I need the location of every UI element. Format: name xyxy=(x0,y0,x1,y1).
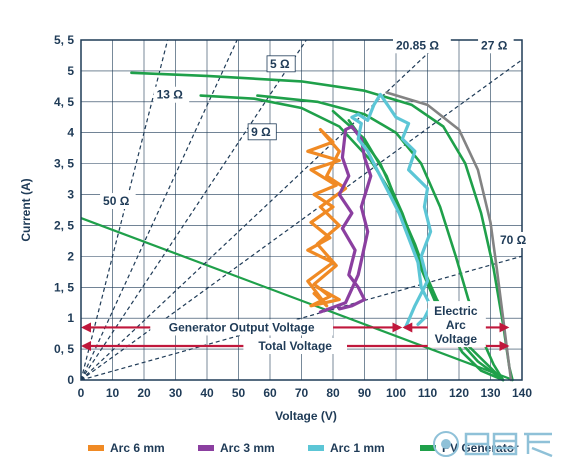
load-label-bg xyxy=(266,55,296,73)
load-label-bg xyxy=(247,123,277,141)
y-tick-label: 1 xyxy=(67,311,74,325)
arrow-label-bg xyxy=(243,338,347,354)
legend-swatch xyxy=(88,445,104,451)
legend-swatch xyxy=(308,445,324,451)
y-tick-label: 4, 5 xyxy=(54,95,74,109)
electric-arc-label: Electric xyxy=(434,304,478,318)
arc-trace xyxy=(318,124,373,314)
arc-traces xyxy=(306,92,433,330)
x-tick-label: 100 xyxy=(386,386,406,400)
load-label-bg xyxy=(496,232,533,248)
x-tick-label: 60 xyxy=(263,386,277,400)
y-tick-label: 5 xyxy=(67,64,74,78)
x-tick-label: 80 xyxy=(326,386,340,400)
load-label-bg xyxy=(153,86,190,103)
legend-label: Arc 1 mm xyxy=(330,441,385,455)
arrow-label-bg xyxy=(150,319,334,336)
legend-swatch xyxy=(198,445,214,451)
y-axis-title: Current (A) xyxy=(19,178,33,241)
legend-swatch xyxy=(420,445,436,451)
y-tick-label: 5, 5 xyxy=(54,33,74,47)
load-label-bg xyxy=(393,37,451,54)
legend-label: Arc 6 mm xyxy=(110,441,165,455)
x-axis-title: Voltage (V) xyxy=(275,409,337,423)
load-label-bg xyxy=(100,193,136,210)
load-label: 50 Ω xyxy=(103,194,130,208)
x-tick-label: 20 xyxy=(137,386,151,400)
arrow-label: Generator Output Voltage xyxy=(169,320,315,334)
annotations: 20.85 Ω 27 Ω 5 Ω 13 Ω 9 Ω 50 Ω 70 Ω ElectricArc… xyxy=(100,37,533,348)
load-label: 13 Ω xyxy=(157,88,184,102)
plot-frame xyxy=(80,39,523,381)
legend: Arc 6 mm Arc 3 mm Arc 1 mm PV Generator xyxy=(88,441,519,455)
legend-label: Arc 3 mm xyxy=(220,441,275,455)
y-tick-label: 4 xyxy=(67,126,74,140)
y-tick-label: 3, 5 xyxy=(54,157,74,171)
y-tick-label: 2 xyxy=(67,249,74,263)
x-tick-label: 40 xyxy=(200,386,214,400)
electric-arc-label-bg xyxy=(427,301,486,348)
load-label: 20.85 Ω xyxy=(396,38,439,52)
electric-arc-label: Arc xyxy=(446,318,466,332)
load-label: 70 Ω xyxy=(500,233,527,247)
x-tick-label: 0 xyxy=(78,386,85,400)
legend-label: PV Generator xyxy=(442,441,519,455)
x-tick-label: 110 xyxy=(418,386,438,400)
electric-arc-label: Voltage xyxy=(435,332,478,346)
arrow-label: Total Voltage xyxy=(258,339,332,353)
x-tick-label: 10 xyxy=(106,386,120,400)
x-tick-label: 140 xyxy=(512,386,532,400)
watermark-logo xyxy=(433,431,553,458)
x-tick-label: 50 xyxy=(232,386,246,400)
load-line xyxy=(80,255,523,381)
arc-trace xyxy=(350,92,433,330)
y-tick-label: 3 xyxy=(67,188,74,202)
x-tick-label: 130 xyxy=(480,386,500,400)
load-label: 27 Ω xyxy=(481,38,508,52)
load-label: 5 Ω xyxy=(270,57,290,71)
y-tick-label: 1, 5 xyxy=(54,280,74,294)
tick-labels: 0 10 20 30 40 50 60 70 80 90 100 110 120 130 140 0 0, 5 1… xyxy=(54,33,532,400)
arc-trace xyxy=(306,128,348,308)
y-tick-label: 0, 5 xyxy=(54,342,74,356)
load-line xyxy=(80,217,514,382)
x-tick-label: 30 xyxy=(169,386,183,400)
x-tick-label: 120 xyxy=(449,386,469,400)
x-tick-label: 90 xyxy=(358,386,372,400)
load-label: 9 Ω xyxy=(251,125,271,139)
load-label-bg xyxy=(478,37,514,54)
y-tick-label: 2, 5 xyxy=(54,218,74,232)
y-tick-label: 0 xyxy=(67,373,74,387)
x-tick-label: 70 xyxy=(295,386,309,400)
